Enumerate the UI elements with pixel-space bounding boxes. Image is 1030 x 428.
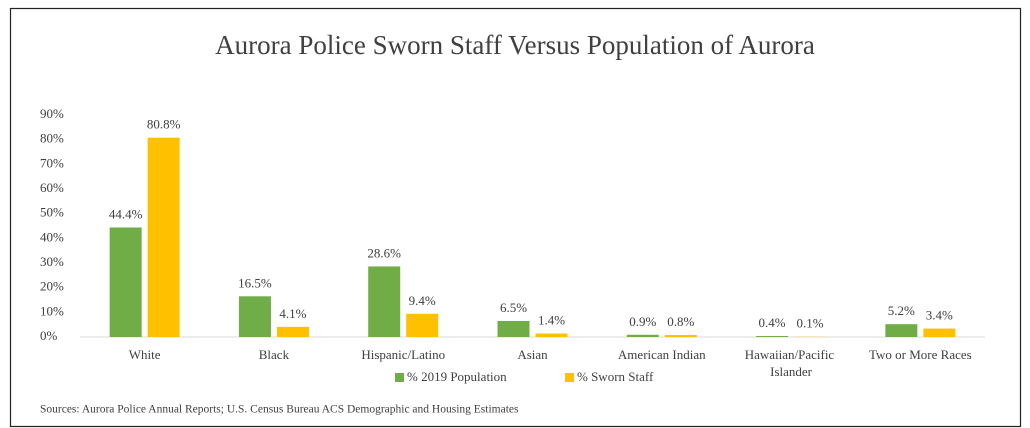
- legend-swatch: [395, 373, 404, 382]
- x-tick-label: White: [129, 347, 161, 362]
- y-tick-label: 0%: [40, 328, 58, 343]
- bar: [276, 326, 309, 337]
- value-label: 9.4%: [409, 293, 436, 308]
- bar: [756, 336, 789, 337]
- bar: [885, 324, 918, 337]
- y-tick-label: 60%: [40, 180, 64, 195]
- x-tick-label: American Indian: [618, 347, 706, 362]
- legend-label: % Sworn Staff: [577, 369, 654, 384]
- bar: [406, 313, 439, 337]
- bar: [497, 320, 530, 337]
- source-note: Sources: Aurora Police Annual Reports; U…: [40, 404, 519, 416]
- bar: [626, 334, 659, 337]
- value-label: 0.4%: [759, 315, 786, 330]
- value-label: 44.4%: [109, 206, 143, 221]
- value-label: 0.8%: [667, 314, 694, 329]
- x-tick-label: Hispanic/Latino: [361, 347, 445, 362]
- bar: [664, 335, 697, 337]
- legend-swatch: [565, 373, 574, 382]
- value-label: 6.5%: [500, 300, 527, 315]
- value-label: 28.6%: [367, 245, 401, 260]
- value-label: 80.8%: [147, 117, 181, 132]
- value-label: 0.1%: [797, 316, 824, 331]
- y-tick-label: 10%: [40, 303, 64, 318]
- y-tick-label: 90%: [40, 106, 64, 121]
- y-tick-label: 40%: [40, 229, 64, 244]
- value-label: 5.2%: [888, 303, 915, 318]
- x-tick-label: Hawaiian/Pacific Islander: [745, 347, 838, 379]
- legend-label: % 2019 Population: [407, 369, 507, 384]
- x-tick-label: Black: [259, 347, 290, 362]
- x-tick-label: Asian: [517, 347, 548, 362]
- value-label: 1.4%: [538, 313, 565, 328]
- bar: [109, 227, 142, 337]
- bar: [238, 296, 271, 337]
- value-label: 4.1%: [279, 306, 306, 321]
- x-tick-label: Two or More Races: [869, 347, 972, 362]
- bar: [368, 266, 401, 337]
- value-label: 0.9%: [629, 314, 656, 329]
- y-tick-label: 50%: [40, 205, 64, 220]
- value-label: 3.4%: [926, 308, 953, 323]
- y-tick-label: 20%: [40, 279, 64, 294]
- bar: [923, 328, 956, 337]
- bar: [535, 333, 568, 337]
- y-tick-label: 80%: [40, 131, 64, 146]
- chart-title: Aurora Police Sworn Staff Versus Populat…: [215, 30, 815, 60]
- y-tick-label: 30%: [40, 254, 64, 269]
- value-label: 16.5%: [238, 275, 272, 290]
- bar: [147, 137, 180, 337]
- y-tick-label: 70%: [40, 155, 64, 170]
